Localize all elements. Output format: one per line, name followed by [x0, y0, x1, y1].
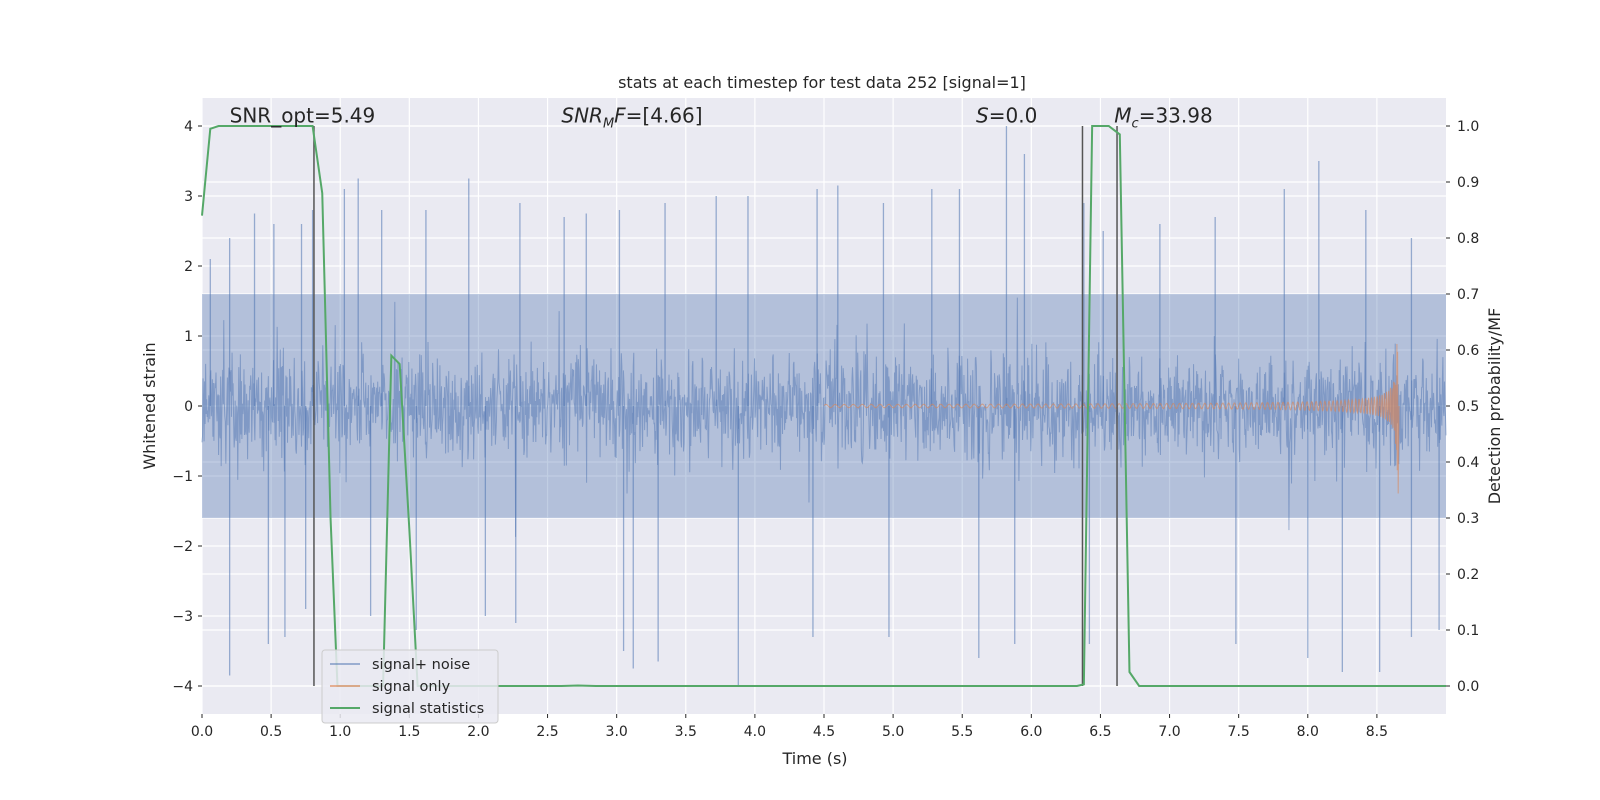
- y-tick-label: 4: [184, 119, 193, 135]
- x-axis-label: Time (s): [781, 749, 847, 768]
- y2-tick-label: 0.1: [1457, 623, 1479, 639]
- legend-label-signal-noise: signal+ noise: [372, 657, 470, 673]
- y-axis-ticks: −4 −3 −2 −1 0 1 2 3 4: [172, 119, 202, 695]
- y2-tick-label: 0.6: [1457, 343, 1479, 359]
- x-tick-label: 6.5: [1089, 724, 1111, 740]
- signal-only-line: [823, 343, 1400, 494]
- y2-tick-label: 0.3: [1457, 511, 1479, 527]
- x-tick-label: 8.5: [1366, 724, 1388, 740]
- x-tick-label: 2.0: [467, 724, 489, 740]
- x-tick-label: 7.5: [1228, 724, 1250, 740]
- vertical-markers: [313, 126, 1118, 686]
- x-tick-label: 2.5: [536, 724, 558, 740]
- y-tick-label: −3: [172, 609, 193, 625]
- x-tick-label: 3.5: [675, 724, 697, 740]
- annotation-s-stat: S=0.0: [976, 104, 1037, 128]
- x-tick-label: 1.0: [329, 724, 351, 740]
- chart-title: stats at each timestep for test data 252…: [618, 73, 1026, 92]
- x-tick-label: 8.0: [1297, 724, 1319, 740]
- y-tick-label: 1: [184, 329, 193, 345]
- y2-tick-label: 0.9: [1457, 175, 1479, 191]
- x-tick-label: 4.5: [813, 724, 835, 740]
- y-tick-label: 2: [184, 259, 193, 275]
- y2-tick-label: 0.7: [1457, 287, 1479, 303]
- annotation-snr-opt: SNR_opt=5.49: [230, 104, 376, 128]
- y-tick-label: −2: [172, 539, 193, 555]
- annotation-chirp-mass: Mc=33.98: [1114, 104, 1212, 132]
- y2-tick-label: 1.0: [1457, 119, 1479, 135]
- y2-tick-label: 0.5: [1457, 399, 1479, 415]
- y2-tick-label: 0.0: [1457, 679, 1479, 695]
- y2-tick-label: 0.4: [1457, 455, 1479, 471]
- y-tick-label: −4: [172, 679, 193, 695]
- annotation-snr-mf: SNRMF=[4.66]: [561, 104, 702, 132]
- y2-axis-ticks: 0.0 0.1 0.2 0.3 0.4 0.5 0.6 0.7 0.8 0.9 1.0: [1446, 119, 1479, 695]
- x-tick-label: 1.5: [398, 724, 420, 740]
- x-tick-label: 0.5: [260, 724, 282, 740]
- x-tick-label: 6.0: [1020, 724, 1042, 740]
- signal-noise-line: [201, 297, 1447, 537]
- y-tick-label: −1: [172, 469, 193, 485]
- x-tick-label: 4.0: [744, 724, 766, 740]
- x-tick-label: 3.0: [606, 724, 628, 740]
- x-tick-label: 7.0: [1158, 724, 1180, 740]
- y-tick-label: 3: [184, 189, 193, 205]
- x-tick-label: 0.0: [191, 724, 213, 740]
- legend: signal+ noise signal only signal statist…: [321, 649, 499, 724]
- legend-box: [321, 649, 499, 724]
- y-axis-label: Whitened strain: [140, 342, 159, 469]
- x-tick-label: 5.0: [882, 724, 904, 740]
- y2-tick-label: 0.2: [1457, 567, 1479, 583]
- x-axis-ticks: 0.0 0.5 1.0 1.5 2.0 2.5 3.0 3.5 4.0 4.5 5.0 5.5 6.0 6…: [191, 714, 1388, 740]
- x-tick-label: 5.5: [951, 724, 973, 740]
- legend-label-signal-statistics: signal statistics: [372, 701, 484, 717]
- legend-label-signal-only: signal only: [372, 679, 451, 695]
- y-tick-label: 0: [184, 399, 193, 415]
- y2-tick-label: 0.8: [1457, 231, 1479, 247]
- y2-axis-label: Detection probability/MF: [1485, 308, 1504, 505]
- signal-only-series: [823, 343, 1400, 494]
